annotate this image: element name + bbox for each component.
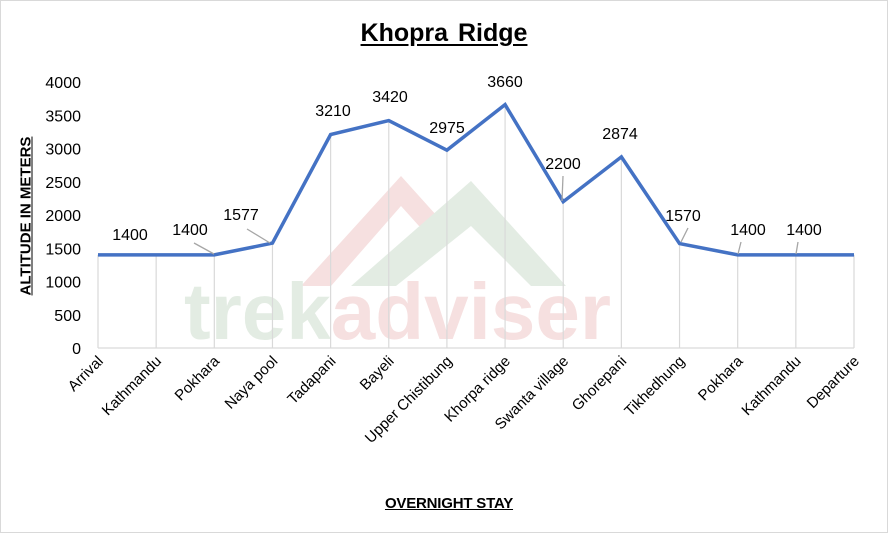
chart-title: Khopra Ridge (360, 19, 528, 47)
y-tick-label: 1500 (45, 241, 81, 258)
x-category-label: Naya pool (222, 353, 282, 413)
data-label-leader (737, 241, 742, 255)
altitude-line (98, 102, 854, 257)
data-label: 1577 (223, 207, 259, 224)
x-category-label: Tikhedhung (621, 353, 688, 420)
x-category-label: Kathmandu (738, 353, 804, 419)
x-category-label: Ghorepani (569, 353, 631, 415)
data-label: 1400 (786, 222, 822, 239)
data-label: 2874 (602, 126, 638, 143)
watermark-mountain-icon (351, 181, 566, 286)
x-category-label: Pokhara (172, 352, 224, 404)
data-label: 3660 (487, 74, 523, 91)
y-tick-label: 3000 (45, 142, 81, 159)
x-category-label: Pokhara (695, 352, 747, 404)
data-label: 1400 (730, 222, 766, 239)
x-axis-title: OVERNIGHT STAY (384, 495, 514, 512)
x-category-label: Bayeli (357, 353, 398, 394)
data-label: 3420 (372, 89, 408, 106)
x-category-label: Kathmandu (99, 353, 165, 419)
y-tick-label: 1000 (45, 275, 81, 292)
y-tick-label: 0 (72, 341, 81, 358)
watermark-text: trekadviser (184, 267, 611, 356)
data-label-leader (680, 227, 689, 243)
data-label: 2975 (429, 120, 465, 137)
y-tick-label: 2000 (45, 208, 81, 225)
data-label: 2200 (545, 156, 581, 173)
y-tick-label: 2500 (45, 175, 81, 192)
y-tick-label: 500 (54, 308, 81, 325)
data-label: 1400 (112, 227, 148, 244)
watermark-mountain-icon (301, 176, 446, 286)
data-label-leader (193, 242, 215, 255)
data-label: 1570 (665, 208, 701, 225)
data-label: 1400 (172, 222, 208, 239)
data-label-leader (561, 175, 564, 202)
x-category-label: Arrival (65, 353, 107, 395)
x-category-label: Departure (804, 353, 863, 412)
y-tick-label: 4000 (45, 75, 81, 92)
data-label: 3210 (315, 103, 351, 120)
y-tick-label: 3500 (45, 108, 81, 125)
data-label-leader (246, 228, 271, 244)
data-label-leader (795, 241, 799, 255)
x-category-label: Tadapani (284, 353, 339, 408)
